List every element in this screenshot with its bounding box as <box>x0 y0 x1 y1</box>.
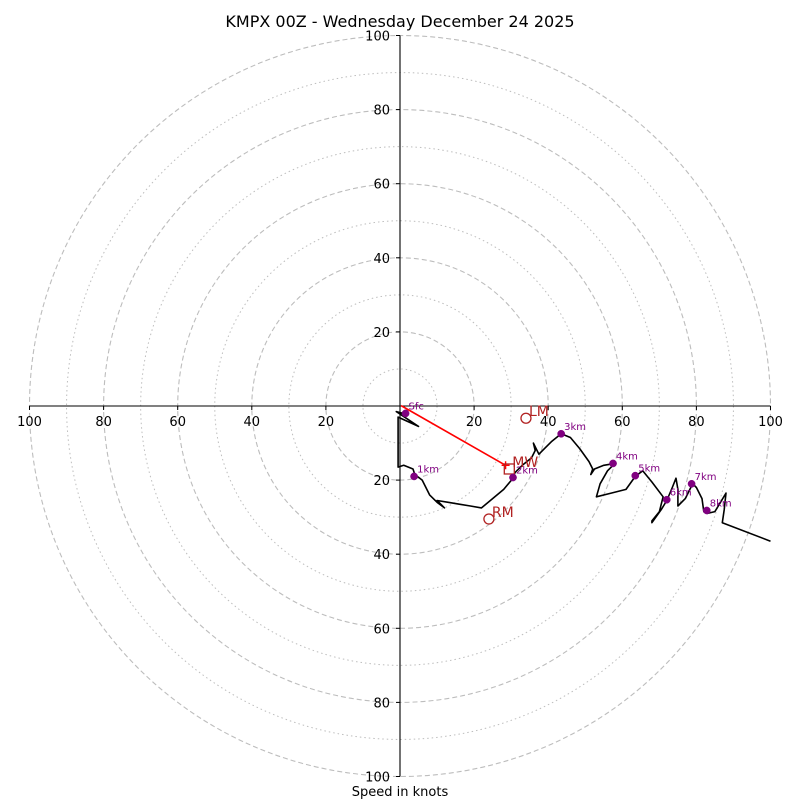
height-label-6km: 6km <box>670 488 692 499</box>
height-label-8km: 8km <box>710 498 732 509</box>
x-tick-label: 100 <box>17 415 42 430</box>
axes <box>29 35 771 777</box>
x-tick-label: 60 <box>169 415 186 430</box>
storm-motion-mw-label: MW <box>512 455 538 471</box>
height-marker-7km <box>687 479 696 488</box>
height-label-2km: 2km <box>516 466 538 477</box>
x-tick-label: 100 <box>758 415 783 430</box>
storm-motion-lm-marker <box>520 412 532 424</box>
y-tick-label: 80 <box>373 696 390 711</box>
height-marker-8km <box>702 506 711 515</box>
height-marker-4km <box>609 459 617 468</box>
y-tick-label: 60 <box>373 622 390 637</box>
y-tick-label: 40 <box>373 548 390 563</box>
x-tick-label: 20 <box>466 415 483 430</box>
x-tick-label: 80 <box>95 415 112 430</box>
height-label-1km: 1km <box>417 464 439 475</box>
hodograph-trace <box>395 410 771 542</box>
x-tick-label: 60 <box>614 415 631 430</box>
x-tick-label: 40 <box>244 415 261 430</box>
height-marker-sfc <box>401 409 410 418</box>
y-tick-label: 40 <box>373 252 390 267</box>
bulk-shear-vector <box>400 404 506 466</box>
storm-motion-lm-label: LM <box>529 404 549 420</box>
y-tick-label: 20 <box>373 326 390 341</box>
storm-motion-rm-marker <box>483 513 495 525</box>
height-marker-2km <box>509 473 517 482</box>
y-tick-label: 80 <box>373 104 390 119</box>
y-tick-label: 100 <box>365 771 390 786</box>
height-label-4km: 4km <box>616 451 638 462</box>
y-tick-label: 20 <box>373 474 390 489</box>
chart-title: KMPX 00Z - Wednesday December 24 2025 <box>225 12 574 31</box>
x-tick-label: 20 <box>318 415 335 430</box>
x-axis-label: Speed in knots <box>352 785 449 800</box>
storm-motion-rm-label: RM <box>492 505 514 521</box>
x-tick-label: 80 <box>688 415 705 430</box>
x-tick-label: 40 <box>540 415 557 430</box>
height-marker-6km <box>662 495 671 504</box>
wind-profile-line <box>395 410 771 542</box>
height-marker-1km <box>410 472 418 481</box>
height-label-sfc: Sfc <box>409 401 424 412</box>
height-label-5km: 5km <box>638 464 660 475</box>
storm-motion-mw-marker <box>503 463 515 475</box>
y-tick-label: 100 <box>365 30 390 45</box>
tick-labels: 100 80 60 40 20 20 40 60 80 100 100 80 60 40 20 20 40 60 8… <box>17 30 783 786</box>
height-marker-3km <box>557 429 566 438</box>
y-tick-label: 60 <box>373 178 390 193</box>
shear-vector <box>400 404 510 470</box>
shear-vector-tip <box>501 461 510 470</box>
height-marker-5km <box>631 471 640 480</box>
height-label-3km: 3km <box>564 422 586 433</box>
height-label-7km: 7km <box>695 472 717 483</box>
storm-motion-markers: LM MW RM <box>483 404 549 525</box>
